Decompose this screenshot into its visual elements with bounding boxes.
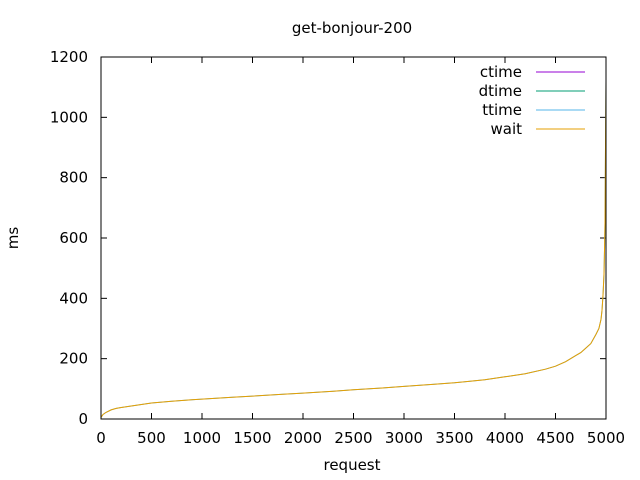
x-tick-label: 1000 xyxy=(183,429,221,447)
y-tick-label: 1200 xyxy=(50,48,88,66)
y-axis-label: ms xyxy=(4,227,22,250)
legend-label-ttime: ttime xyxy=(482,101,522,119)
series-line-ttime xyxy=(100,81,607,418)
y-tick-label: 1000 xyxy=(50,108,88,126)
x-tick-label: 3500 xyxy=(435,429,473,447)
y-tick-label: 200 xyxy=(59,350,88,368)
x-tick-label: 0 xyxy=(96,429,106,447)
x-tick-label: 3000 xyxy=(385,429,423,447)
legend-label-ctime: ctime xyxy=(480,63,522,81)
x-tick-label: 2500 xyxy=(334,429,372,447)
y-tick-label: 400 xyxy=(59,289,88,307)
x-tick-label: 4000 xyxy=(486,429,524,447)
x-tick-label: 2000 xyxy=(284,429,322,447)
x-tick-label: 5000 xyxy=(587,429,625,447)
x-tick-label: 500 xyxy=(137,429,166,447)
y-tick-label: 0 xyxy=(78,410,88,428)
plot-frame xyxy=(100,56,607,420)
y-tick-label: 600 xyxy=(59,229,88,247)
x-axis-label: request xyxy=(323,456,380,474)
legend-label-dtime: dtime xyxy=(479,82,522,100)
x-tick-label: 4500 xyxy=(536,429,574,447)
series-line-wait xyxy=(100,81,607,418)
chart-title: get-bonjour-200 xyxy=(292,19,412,37)
x-tick-label: 1500 xyxy=(233,429,271,447)
y-tick-label: 800 xyxy=(59,169,88,187)
legend-label-wait: wait xyxy=(490,120,522,138)
